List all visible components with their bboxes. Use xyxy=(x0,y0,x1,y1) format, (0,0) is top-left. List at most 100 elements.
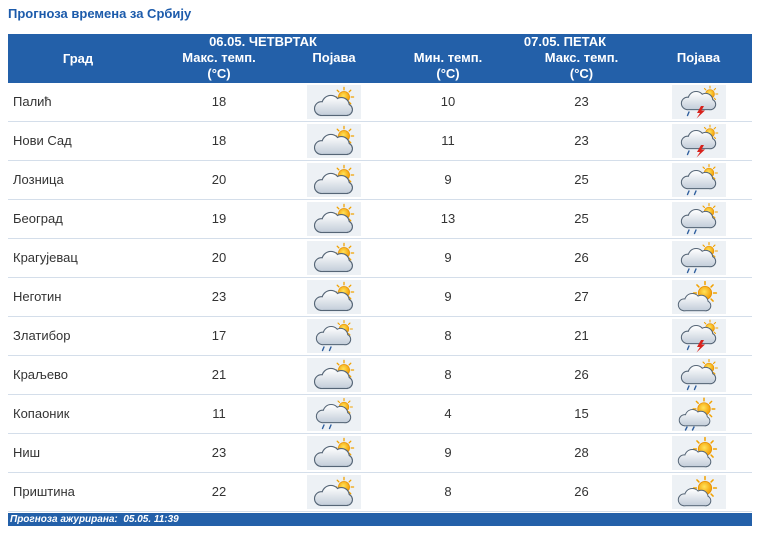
mostly-cloudy-icon xyxy=(307,436,361,470)
header-day2-date: 07.05. ПЕТАК xyxy=(523,34,607,49)
city-name: Неготин xyxy=(13,289,62,304)
day1-phenomenon xyxy=(290,475,378,509)
header-day2-max-temp: Макс. темп. (°C) xyxy=(518,50,645,83)
page-title: Прогноза времена за Србију xyxy=(8,6,192,21)
day1-max-temp: 20 xyxy=(211,172,227,187)
day2-phenomenon xyxy=(645,397,752,431)
day2-min-temp: 9 xyxy=(444,289,452,304)
update-footer: Прогноза ажурирана: 05.05. 11:39 xyxy=(8,513,752,526)
day2-min-temp: 9 xyxy=(444,250,452,265)
day2-max-temp: 23 xyxy=(574,94,589,109)
mostly-cloudy-icon xyxy=(307,475,361,509)
forecast-table: Град 06.05. ЧЕТВРТАК 07.05. ПЕТАК Макс. … xyxy=(8,34,752,512)
city-name: Палић xyxy=(13,94,52,109)
day1-max-temp: 20 xyxy=(211,250,227,265)
table-row: Нови Сад 18 11 23 xyxy=(8,122,752,161)
day2-min-temp: 8 xyxy=(444,367,452,382)
day2-max-temp: 15 xyxy=(574,406,589,421)
cloudy-light-rain-icon xyxy=(672,358,726,392)
mostly-cloudy-icon xyxy=(307,85,361,119)
header-day2-phenomenon: Појава xyxy=(676,50,721,65)
cloudy-light-rain-icon xyxy=(307,319,361,353)
header-city: Град xyxy=(62,50,94,66)
table-row: Златибор 17 8 21 xyxy=(8,317,752,356)
header-day2-min-temp: Мин. темп. (°C) xyxy=(378,50,518,83)
mostly-cloudy-icon xyxy=(307,280,361,314)
mostly-cloudy-icon xyxy=(307,124,361,158)
city-name: Златибор xyxy=(13,328,71,343)
day1-max-temp: 23 xyxy=(211,445,227,460)
day2-phenomenon xyxy=(645,475,752,509)
day1-max-temp: 18 xyxy=(211,94,227,109)
cloudy-light-rain-icon xyxy=(672,241,726,275)
table-row: Ниш 23 9 28 xyxy=(8,434,752,473)
day2-phenomenon xyxy=(645,241,752,275)
partly-cloudy-icon xyxy=(672,280,726,314)
day2-phenomenon xyxy=(645,202,752,236)
table-row: Крагујевац 20 9 26 xyxy=(8,239,752,278)
sun-showers-icon xyxy=(672,397,726,431)
thunderstorm-icon xyxy=(672,124,726,158)
day1-max-temp: 21 xyxy=(211,367,227,382)
day2-phenomenon xyxy=(645,163,752,197)
day1-max-temp: 11 xyxy=(212,406,226,421)
day1-phenomenon xyxy=(290,397,378,431)
day2-phenomenon xyxy=(645,319,752,353)
day1-phenomenon xyxy=(290,436,378,470)
day1-max-temp: 17 xyxy=(211,328,227,343)
day1-max-temp: 18 xyxy=(211,133,227,148)
header-day2-max-temp-unit: (°C) xyxy=(569,66,594,81)
table-row: Лозница 20 9 25 xyxy=(8,161,752,200)
day2-min-temp: 4 xyxy=(444,406,452,421)
city-name: Краљево xyxy=(13,367,69,382)
table-row: Палић 18 10 23 xyxy=(8,83,752,122)
header-day1-max-temp: Макс. темп. (°C) xyxy=(148,50,290,83)
day2-min-temp: 8 xyxy=(444,484,452,499)
header-day1-max-temp-unit: (°C) xyxy=(207,66,231,81)
day2-phenomenon xyxy=(645,124,752,158)
city-name: Лозница xyxy=(13,172,64,187)
thunderstorm-icon xyxy=(672,85,726,119)
day2-max-temp: 25 xyxy=(574,172,589,187)
day2-max-temp: 25 xyxy=(574,211,589,226)
cloudy-light-rain-icon xyxy=(672,163,726,197)
day2-phenomenon xyxy=(645,280,752,314)
mostly-cloudy-icon xyxy=(307,358,361,392)
cloudy-light-rain-icon xyxy=(672,202,726,236)
city-name: Ниш xyxy=(13,445,41,460)
table-row: Копаоник 11 4 15 xyxy=(8,395,752,434)
day2-max-temp: 27 xyxy=(574,289,589,304)
day2-max-temp: 26 xyxy=(574,250,589,265)
day1-phenomenon xyxy=(290,241,378,275)
day2-phenomenon xyxy=(645,85,752,119)
header-day1-max-temp-label: Макс. темп. xyxy=(182,50,256,65)
day2-min-temp: 13 xyxy=(440,211,456,226)
header-day2-min-temp-label: Мин. темп. xyxy=(413,50,483,65)
day2-max-temp: 26 xyxy=(574,484,589,499)
forecast-body: Палић 18 10 23 Нови Сад 18 11 23 Лозница 20 9 25 Бео… xyxy=(8,83,752,512)
day1-phenomenon xyxy=(290,319,378,353)
city-name: Копаоник xyxy=(13,406,70,421)
day2-min-temp: 11 xyxy=(441,133,455,148)
day1-max-temp: 22 xyxy=(211,484,227,499)
thunderstorm-icon xyxy=(672,319,726,353)
day2-min-temp: 10 xyxy=(440,94,456,109)
mostly-cloudy-icon xyxy=(307,241,361,275)
partly-cloudy-icon xyxy=(672,436,726,470)
table-row: Приштина 22 8 26 xyxy=(8,473,752,512)
table-row: Неготин 23 9 27 xyxy=(8,278,752,317)
table-row: Краљево 21 8 26 xyxy=(8,356,752,395)
day2-min-temp: 9 xyxy=(444,172,452,187)
header-day2-max-temp-label: Макс. темп. xyxy=(544,50,619,65)
partly-cloudy-icon xyxy=(672,475,726,509)
mostly-cloudy-icon xyxy=(307,202,361,236)
header-day1-phenomenon: Појава xyxy=(312,50,356,65)
day2-max-temp: 21 xyxy=(574,328,589,343)
city-name: Нови Сад xyxy=(13,133,72,148)
day2-phenomenon xyxy=(645,436,752,470)
day1-phenomenon xyxy=(290,163,378,197)
city-name: Крагујевац xyxy=(13,250,78,265)
day1-max-temp: 19 xyxy=(211,211,227,226)
mostly-cloudy-icon xyxy=(307,163,361,197)
day1-phenomenon xyxy=(290,358,378,392)
